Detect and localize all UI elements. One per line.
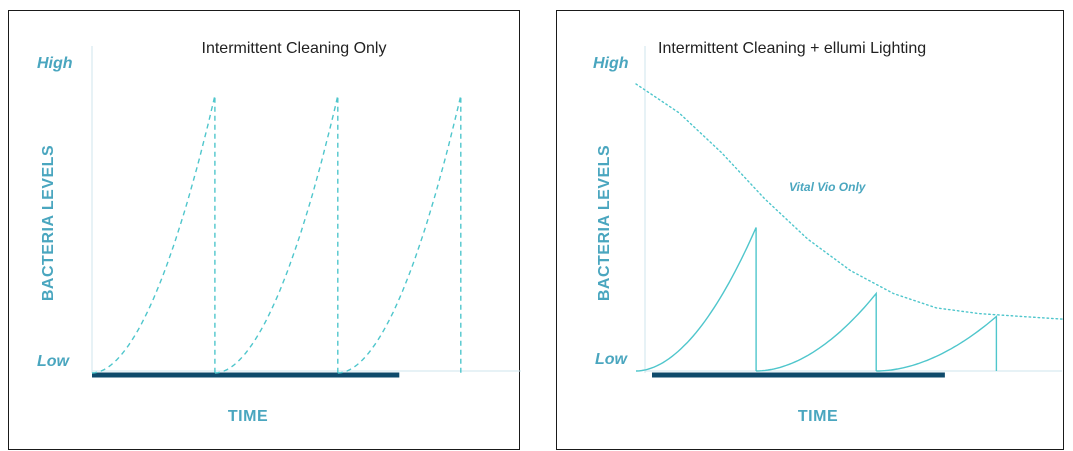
y-tick-low: Low — [37, 353, 71, 370]
plot-area — [635, 46, 1065, 378]
growth-curve-1 — [91, 95, 216, 374]
y-tick-low: Low — [595, 351, 629, 368]
plot-area — [91, 46, 521, 378]
chart-title: Intermittent Cleaning Only — [202, 40, 387, 57]
growth-curve-3 — [337, 95, 462, 374]
chart-left: Intermittent Cleaning Only High Low BACT… — [37, 40, 521, 425]
annotation-vital-vio-only: Vital Vio Only — [789, 180, 867, 194]
growth-curve-2 — [756, 291, 877, 372]
y-axis-label: BACTERIA LEVELS — [596, 145, 613, 301]
x-axis-label: TIME — [228, 408, 268, 425]
vital-vio-only-line — [635, 83, 1065, 320]
growth-curve-1 — [635, 227, 757, 372]
growth-curve-2 — [214, 95, 339, 374]
y-tick-high: High — [593, 55, 629, 72]
y-tick-high: High — [37, 55, 73, 72]
chart-right: Intermittent Cleaning + ellumi Lighting … — [593, 40, 1065, 425]
x-axis-label: TIME — [798, 408, 838, 425]
chart-panel-left: Intermittent Cleaning Only High Low BACT… — [8, 10, 521, 450]
growth-curve-3 — [876, 315, 998, 372]
chart-title: Intermittent Cleaning + ellumi Lighting — [658, 40, 926, 57]
y-axis-label: BACTERIA LEVELS — [40, 145, 57, 301]
chart-panel-right: Intermittent Cleaning + ellumi Lighting … — [556, 10, 1065, 450]
